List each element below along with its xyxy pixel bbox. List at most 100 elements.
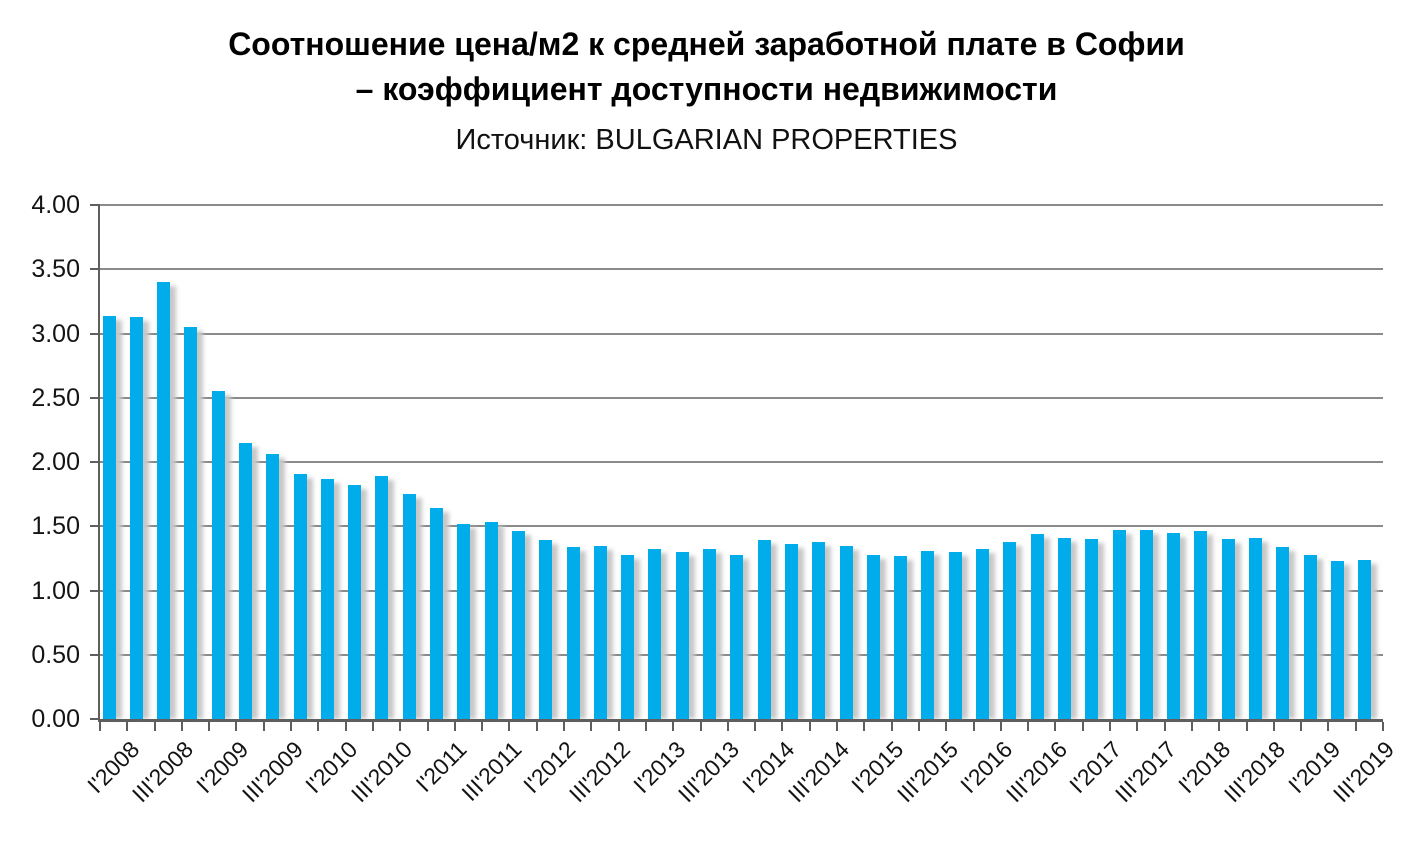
x-axis-tick [290,722,293,731]
x-axis-tick [1027,722,1030,731]
x-axis-tick [317,722,320,731]
bar [1303,554,1317,719]
x-axis-tick [1218,722,1221,731]
chart-source: Источник: BULGARIAN PROPERTIES [455,124,958,156]
bar [293,473,307,719]
bar [539,540,553,719]
y-axis-tick [90,718,100,720]
x-axis-tick [180,722,183,731]
bar [320,478,334,719]
x-axis-tick [1136,722,1139,731]
y-axis-label: 4.00 [31,191,80,219]
chart-title-line2: – коэффициент доступности недвижимости [355,71,1058,107]
x-axis-tick [945,722,948,731]
x-axis-tick [1382,722,1384,731]
bar [593,545,607,719]
y-axis-tick [90,268,100,271]
bar [1276,546,1290,719]
bar [703,549,717,719]
x-axis-tick [672,722,675,731]
bar [1330,560,1344,719]
x-axis-tick [1245,722,1248,731]
bar [511,531,525,719]
bar [402,494,416,719]
x-axis-tick [726,722,729,731]
bar [457,523,471,719]
y-axis-label: 1.00 [31,576,80,605]
x-axis-tick [1081,722,1084,731]
x-axis-tick [890,722,893,731]
chart-title-line1: Соотношение цена/м2 к средней заработной… [228,26,1185,62]
bar [1057,537,1071,719]
x-axis-tick [208,722,211,731]
y-axis-label: 2.50 [31,383,80,412]
bar [621,554,635,719]
x-axis-tick [262,722,265,731]
bar [1221,539,1235,719]
x-axis-tick [1300,722,1303,731]
x-axis-tick [1190,722,1193,731]
bar [266,454,280,719]
y-axis-label: 3.00 [31,319,80,348]
x-axis-tick [344,722,347,731]
bar [566,546,580,719]
x-axis-tick [99,722,101,731]
x-axis-tick [426,722,429,731]
x-axis-label: III'2012 [564,736,636,808]
bar [1358,559,1372,719]
y-axis-tick [90,204,100,206]
bar [730,554,744,719]
bar [1249,537,1262,719]
y-axis-label: 0.00 [31,705,80,733]
x-axis-tick [371,722,374,731]
x-axis-tick [781,722,784,731]
x-axis-tick [1163,722,1166,731]
x-axis-tick [836,722,839,731]
bar [211,391,225,719]
bar [1112,530,1126,719]
x-axis-tick [972,722,975,731]
y-axis-tick [90,653,100,656]
bar [1139,530,1153,719]
y-gridline [100,204,1383,206]
x-axis-tick [399,722,402,731]
y-gridline [100,525,1383,528]
x-axis-tick [917,722,920,731]
bar [129,316,143,719]
x-axis-tick [563,722,566,731]
x-axis-tick [1054,722,1057,731]
bar [1085,539,1099,719]
y-axis-line [98,205,100,722]
x-axis-tick [453,722,456,731]
x-axis-tick [126,722,129,731]
x-axis-tick [644,722,647,731]
bar [976,549,990,719]
x-axis-line [100,719,1383,722]
x-axis-tick [754,722,757,731]
bar [675,551,689,719]
y-axis-tick [90,461,100,463]
x-axis-tick [1354,722,1357,731]
bar [348,485,362,719]
y-gridline [100,268,1383,271]
y-gridline [100,332,1383,335]
x-axis-label: III'2015 [891,736,963,808]
x-axis-tick [508,722,511,731]
x-axis-label: III'2009 [236,736,308,808]
x-axis-label: III'2016 [1000,736,1073,808]
bar [1030,533,1044,719]
x-axis-label: III'2018 [1219,736,1291,808]
bar [948,551,962,719]
bar [866,554,880,719]
x-axis-tick [1327,722,1330,731]
y-axis-tick [90,332,100,335]
y-axis-label: 1.50 [31,512,80,541]
bar [894,555,908,719]
x-axis-label: III'2013 [673,736,745,808]
bar [921,550,935,719]
bar [375,476,389,719]
bar [757,540,771,719]
bar [157,282,171,719]
